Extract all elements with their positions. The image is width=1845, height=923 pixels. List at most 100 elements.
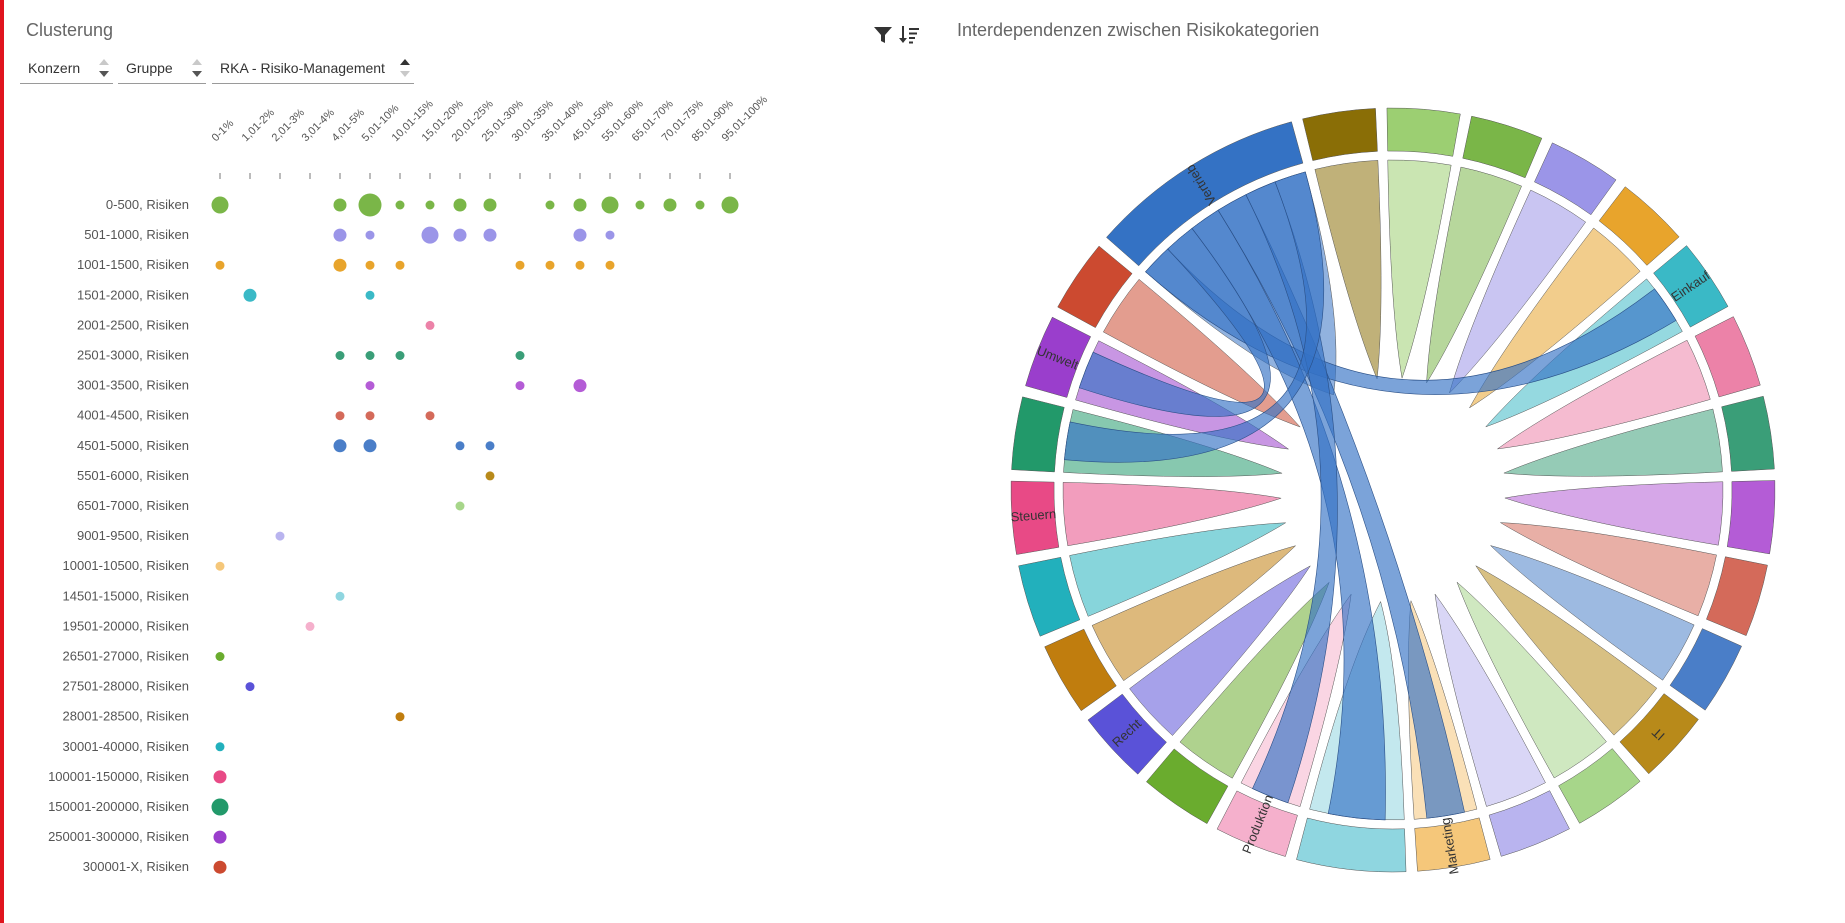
bubble-point[interactable] (365, 381, 375, 391)
bubble-point[interactable] (605, 230, 615, 240)
bubble-point[interactable] (358, 193, 382, 217)
link-ribbon[interactable] (1064, 171, 1325, 463)
bubble-point[interactable] (395, 351, 405, 360)
chord-group-arc[interactable] (1706, 556, 1768, 636)
bubble-point[interactable] (275, 531, 285, 541)
chord-group-arc[interactable] (1721, 395, 1775, 472)
bubble-point[interactable] (573, 198, 587, 212)
bubble-point[interactable] (515, 260, 525, 270)
bubble-point[interactable] (721, 196, 739, 214)
select-arrows-icon[interactable] (192, 56, 202, 80)
chord-group-arc[interactable] (1534, 142, 1617, 216)
chord-group-arc[interactable] (1653, 245, 1729, 328)
self-ribbon[interactable] (1449, 189, 1587, 394)
bubble-point[interactable] (333, 439, 347, 453)
chord-group-arc[interactable] (1011, 396, 1065, 473)
bubble-point[interactable] (333, 228, 347, 242)
bubble-point[interactable] (663, 198, 677, 212)
bubble-point[interactable] (213, 860, 227, 874)
bubble-point[interactable] (365, 230, 375, 240)
chord-group-arc[interactable] (1598, 186, 1680, 266)
bubble-point[interactable] (515, 351, 525, 360)
chord-group-arc[interactable] (1558, 748, 1641, 824)
chord-group-arc[interactable] (1414, 817, 1491, 872)
bubble-point[interactable] (483, 228, 497, 242)
link-ribbon[interactable] (1191, 209, 1386, 821)
self-ribbon[interactable] (1434, 593, 1546, 807)
bubble-point[interactable] (243, 288, 257, 302)
self-ribbon[interactable] (1426, 166, 1522, 384)
bubble-point[interactable] (453, 198, 467, 212)
self-ribbon[interactable] (1475, 565, 1658, 736)
self-ribbon[interactable] (1504, 481, 1724, 546)
bubble-point[interactable] (335, 351, 345, 360)
bubble-point[interactable] (425, 320, 435, 330)
chord-group-arc[interactable] (1025, 316, 1092, 398)
bubble-point[interactable] (363, 439, 377, 453)
bubble-point[interactable] (605, 260, 615, 270)
bubble-point[interactable] (333, 198, 347, 212)
chord-group-arc[interactable] (1216, 790, 1298, 857)
bubble-point[interactable] (515, 381, 525, 391)
chord-group-arc[interactable] (1488, 790, 1570, 857)
chord-group-arc[interactable] (1619, 693, 1699, 775)
bubble-point[interactable] (335, 591, 345, 601)
bubble-point[interactable] (365, 260, 375, 270)
bubble-point[interactable] (453, 228, 467, 242)
bubble-point[interactable] (395, 200, 405, 210)
chord-group-arc[interactable] (1044, 628, 1117, 712)
self-ribbon[interactable] (1497, 339, 1711, 450)
bubble-point[interactable] (211, 798, 229, 816)
self-ribbon[interactable] (1129, 565, 1311, 736)
filter-icon[interactable] (872, 24, 894, 46)
chord-group-arc[interactable] (1462, 115, 1543, 179)
bubble-point[interactable] (545, 260, 555, 270)
self-ribbon[interactable] (1069, 522, 1286, 617)
chord-group-arc[interactable] (1106, 121, 1304, 267)
self-ribbon[interactable] (1387, 159, 1452, 379)
bubble-point[interactable] (573, 379, 587, 393)
chord-group-arc[interactable] (1694, 316, 1761, 398)
chord-group-arc[interactable] (1669, 628, 1742, 711)
bubble-point[interactable] (425, 200, 435, 210)
select-arrows-icon[interactable] (400, 56, 410, 80)
bubble-point[interactable] (215, 742, 225, 752)
konzern-select[interactable]: Konzern (20, 52, 113, 84)
bubble-point[interactable] (545, 200, 555, 210)
self-ribbon[interactable] (1091, 545, 1296, 682)
bubble-point[interactable] (395, 712, 405, 722)
bubble-point[interactable] (211, 196, 229, 214)
self-ribbon[interactable] (1456, 581, 1607, 779)
bubble-point[interactable] (365, 290, 375, 300)
bubble-point[interactable] (485, 471, 495, 481)
bubble-point[interactable] (601, 196, 619, 214)
bubble-point[interactable] (395, 260, 405, 270)
bubble-point[interactable] (365, 411, 375, 421)
chord-group-arc[interactable] (1018, 556, 1081, 637)
chord-group-arc[interactable] (1010, 480, 1060, 555)
gruppe-select[interactable]: Gruppe (118, 52, 206, 84)
bubble-point[interactable] (575, 260, 585, 270)
self-ribbon[interactable] (1490, 545, 1695, 681)
bubble-point[interactable] (425, 411, 435, 421)
bubble-point[interactable] (305, 621, 315, 631)
chord-group-arc[interactable] (1296, 817, 1407, 873)
bubble-point[interactable] (333, 258, 347, 272)
self-ribbon[interactable] (1469, 227, 1641, 409)
self-ribbon[interactable] (1062, 482, 1282, 547)
rka-select[interactable]: RKA - Risiko-Management (212, 52, 414, 84)
bubble-point[interactable] (215, 561, 225, 571)
bubble-point[interactable] (455, 501, 465, 511)
chord-group-arc[interactable] (1302, 108, 1378, 161)
bubble-point[interactable] (455, 441, 465, 451)
self-ribbon[interactable] (1314, 160, 1382, 380)
chord-group-arc[interactable] (1057, 245, 1133, 328)
chord-group-arc[interactable] (1087, 693, 1167, 775)
chord-group-arc[interactable] (1726, 480, 1776, 555)
select-arrows-icon[interactable] (99, 56, 109, 80)
bubble-point[interactable] (421, 226, 439, 244)
chord-group-arc[interactable] (1386, 107, 1461, 157)
bubble-point[interactable] (245, 682, 255, 692)
bubble-point[interactable] (573, 228, 587, 242)
bubble-point[interactable] (215, 652, 225, 661)
